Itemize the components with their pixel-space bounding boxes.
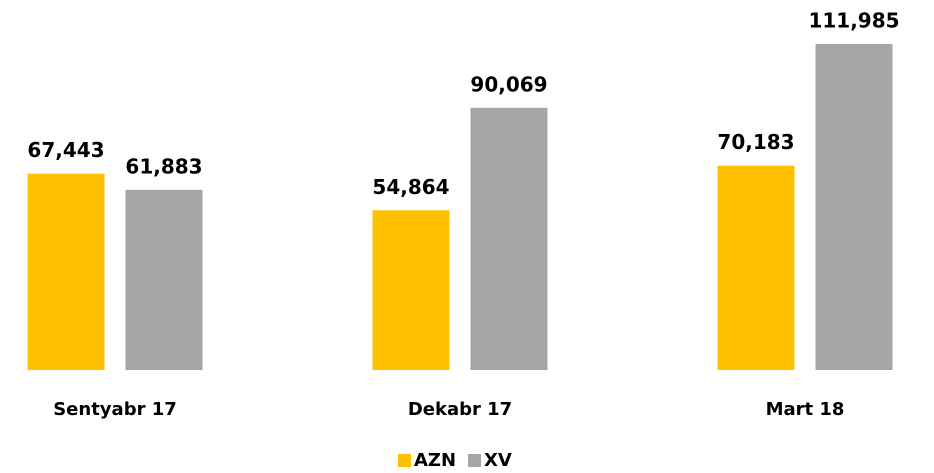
- legend-label: XV: [484, 450, 512, 471]
- data-label: 54,864: [372, 175, 449, 199]
- x-tick-label: Mart 18: [766, 399, 845, 420]
- legend-swatch: [468, 454, 482, 467]
- legend-swatch: [398, 454, 411, 467]
- bar: [470, 107, 548, 371]
- bar: [27, 173, 105, 370]
- bar: [125, 189, 203, 370]
- x-tick-label: Sentyabr 17: [53, 399, 177, 420]
- data-label: 67,443: [27, 138, 104, 162]
- bar: [717, 165, 795, 370]
- legend-label: AZN: [414, 450, 456, 471]
- data-label: 61,883: [125, 154, 202, 178]
- x-tick-label: Dekabr 17: [408, 399, 512, 420]
- data-label: 111,985: [808, 9, 899, 33]
- data-label: 70,183: [717, 130, 794, 154]
- data-label: 90,069: [470, 72, 547, 96]
- bar: [815, 44, 893, 370]
- bar: [372, 210, 450, 370]
